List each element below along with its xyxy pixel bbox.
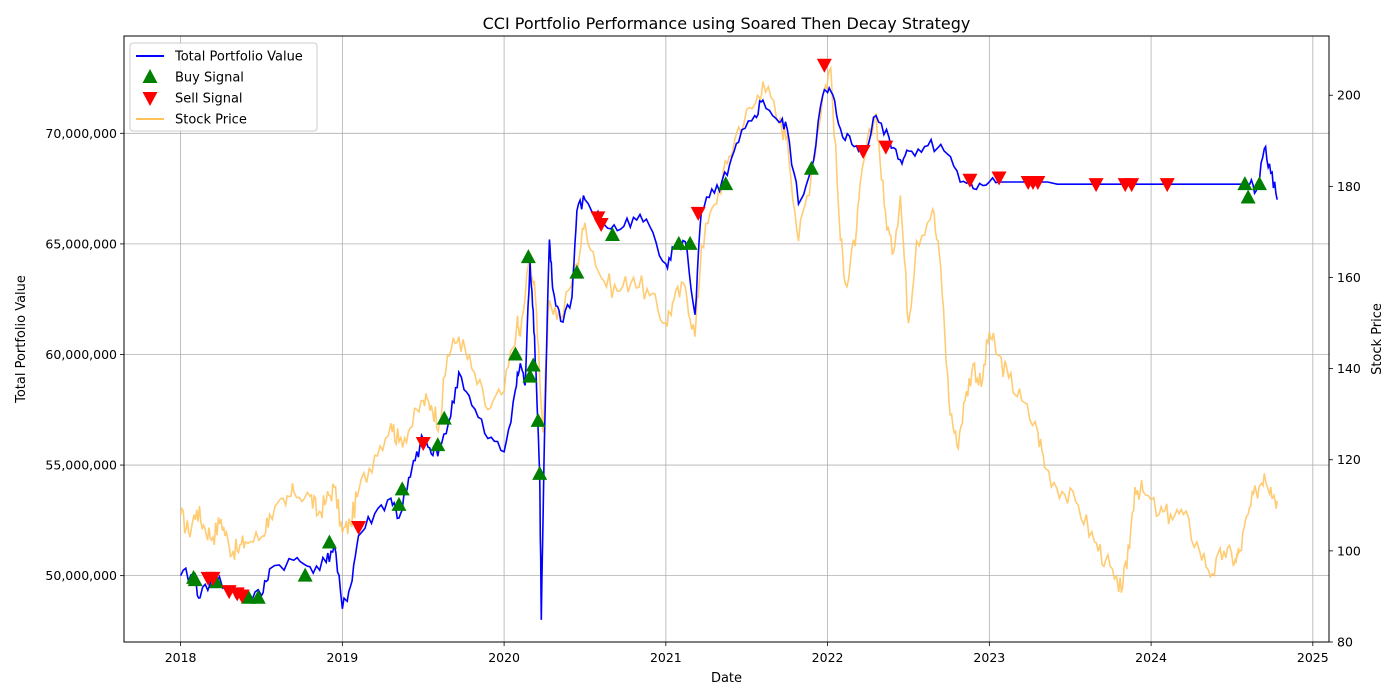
chart-legend: Total Portfolio Value Buy Signal Sell Sign… [129,42,318,132]
axis-ticks: 2018 2019 2020 2021 2022 2023 2024 2025 50,000,0… [45,88,1360,665]
x-tick-label: 2019 [326,650,358,665]
sell-signal-marker [816,58,832,73]
stock-price-series [179,65,1278,593]
sell-signal-marker [855,145,871,160]
sell-signal-marker [593,217,609,232]
y-right-axis-label: Stock Price [1370,303,1385,375]
x-tick-label: 2020 [488,650,520,665]
portfolio-value-series [179,85,1278,620]
y-right-tick-label: 80 [1337,635,1353,650]
y-right-tick-label: 200 [1337,88,1361,103]
legend-item: Sell Signal [142,92,243,107]
x-tick-label: 2024 [1135,650,1167,665]
y-left-tick-label: 55,000,000 [45,458,117,473]
buy-signal-marker [604,227,620,242]
chart-title: CCI Portfolio Performance using Soared T… [483,14,971,33]
legend-buy-swatch [142,69,158,83]
buy-signal-marker [522,368,538,383]
buy-signal-marker [1251,176,1267,191]
sell-signal-marker [962,173,978,188]
y-right-tick-label: 140 [1337,361,1361,376]
buy-signal-marker [1240,189,1256,204]
grid-lines [124,36,1329,642]
buy-signal-marker [718,176,734,191]
x-tick-label: 2018 [165,650,197,665]
buy-signal-marker [394,481,410,496]
buy-signal-marker [671,235,687,250]
x-tick-label: 2023 [973,650,1005,665]
sell-signal-marker [1030,175,1046,190]
sell-signal-marker [351,520,367,535]
y-left-tick-label: 65,000,000 [45,236,117,251]
x-axis-label: Date [711,671,742,686]
legend-label: Total Portfolio Value [174,50,303,65]
x-tick-label: 2022 [812,650,844,665]
buy-signal-marker [532,465,548,480]
sell-signal-marker [991,171,1007,186]
buy-signal-marker [530,412,546,427]
legend-item: Stock Price [136,113,247,128]
buy-signal-marker [430,437,446,452]
x-tick-label: 2025 [1297,650,1329,665]
y-left-tick-label: 60,000,000 [45,347,117,362]
signal-markers [186,58,1267,604]
buy-signal-marker [297,567,313,582]
y-left-axis-label: Total Portfolio Value [14,275,29,404]
buy-signal-marker [241,589,257,604]
buy-signal-marker [682,235,698,250]
buy-signal-marker [525,357,541,372]
sell-signal-marker [1159,178,1175,193]
legend-item: Total Portfolio Value [136,50,303,65]
sell-signal-marker [1088,178,1104,193]
sell-signal-marker [1124,178,1140,193]
buy-signal-marker [436,410,452,425]
stock-price-line [179,65,1278,593]
y-right-tick-label: 100 [1337,543,1361,558]
buy-signal-marker [321,534,337,549]
buy-signal-marker [1237,176,1253,191]
legend-sell-swatch [142,92,158,106]
buy-signal-marker [803,160,819,175]
sell-signal-marker [415,436,431,451]
buy-signal-marker [250,589,266,604]
legend-item: Buy Signal [142,69,244,86]
y-left-tick-label: 70,000,000 [45,126,117,141]
legend-box [129,42,318,132]
legend-label: Stock Price [175,113,247,128]
legend-label: Buy Signal [175,71,244,86]
buy-signal-marker [187,572,203,587]
buy-signal-marker [569,264,585,279]
portfolio-value-line [179,85,1278,620]
buy-signal-marker [507,346,523,361]
sell-signal-marker [878,140,894,155]
sell-signal-marker [690,206,706,221]
plot-frame [123,35,1330,643]
y-left-tick-label: 50,000,000 [45,568,117,583]
sell-signal-marker [205,571,221,586]
legend-label: Sell Signal [175,92,243,107]
y-right-tick-label: 120 [1337,452,1361,467]
x-tick-label: 2021 [650,650,682,665]
y-right-tick-label: 160 [1337,270,1361,285]
buy-signal-marker [391,496,407,511]
buy-signal-marker [520,249,536,264]
y-right-tick-label: 180 [1337,179,1361,194]
sell-signal-marker [234,589,250,604]
